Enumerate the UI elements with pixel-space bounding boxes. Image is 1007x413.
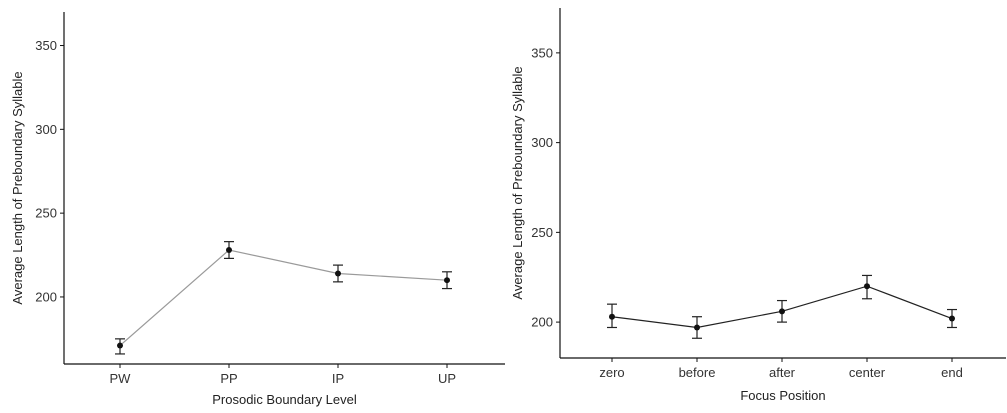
data-point <box>864 283 870 290</box>
data-point <box>335 270 341 277</box>
data-point <box>609 313 615 320</box>
x-tick-label: UP <box>438 371 456 386</box>
data-point <box>226 247 232 254</box>
y-tick-label: 300 <box>531 135 553 150</box>
y-tick-label: 350 <box>531 45 553 60</box>
data-point <box>779 308 785 315</box>
data-point <box>444 277 450 284</box>
x-tick-label: PP <box>220 371 237 386</box>
data-point <box>694 324 700 331</box>
chart-prosodic-boundary: 200 250 300 350 PW PP IP UP Prosodic Boundary Le… <box>10 12 505 407</box>
x-tick-label: PW <box>110 371 132 386</box>
x-tick-label: zero <box>599 365 624 380</box>
y-tick-label: 250 <box>35 206 57 221</box>
chart-focus-position: 200 250 300 350 zero before after center end Focu… <box>510 8 1006 403</box>
x-tick-label: before <box>679 365 716 380</box>
x-tick-label: IP <box>332 371 344 386</box>
x-axis-title: Prosodic Boundary Level <box>212 392 357 407</box>
x-tick-label: center <box>849 365 886 380</box>
y-tick-label: 200 <box>35 289 57 304</box>
y-tick-label: 200 <box>531 315 553 330</box>
x-tick-label: after <box>769 365 796 380</box>
y-axis-title: Average Length of Preboundary Syllable <box>510 66 525 299</box>
data-point <box>117 342 123 349</box>
data-point <box>949 315 955 322</box>
x-tick-label: end <box>941 365 963 380</box>
y-tick-label: 350 <box>35 38 57 53</box>
y-tick-label: 300 <box>35 122 57 137</box>
y-tick-label: 250 <box>531 225 553 240</box>
x-axis-title: Focus Position <box>740 388 825 403</box>
y-axis-title: Average Length of Preboundary Syllable <box>10 71 25 304</box>
series-line <box>119 249 448 347</box>
